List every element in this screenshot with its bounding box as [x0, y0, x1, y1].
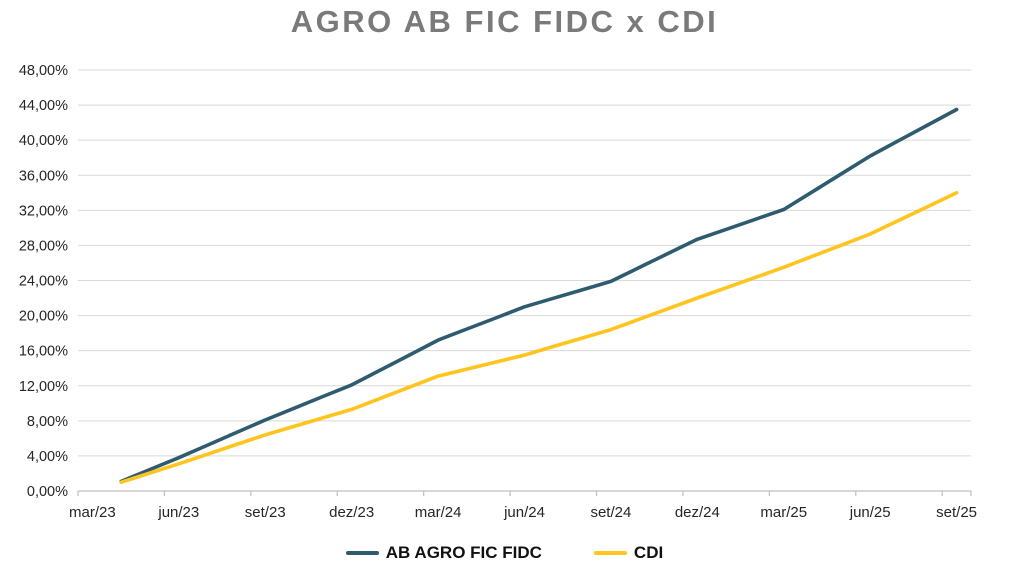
y-tick-label: 36,00% [19, 168, 68, 184]
x-tick-label: jun/25 [849, 504, 891, 521]
y-tick-label: 12,00% [19, 379, 68, 395]
legend-swatch-ab-agro [345, 551, 379, 555]
x-axis [77, 490, 972, 496]
x-tick-label: jun/23 [157, 504, 199, 521]
x-tick-label: set/23 [245, 504, 286, 521]
y-tick-label: 8,00% [27, 414, 68, 430]
legend-item-ab-agro: AB AGRO FIC FIDC [345, 543, 542, 563]
y-tick-label: 48,00% [19, 63, 68, 79]
chart-title: AGRO AB FIC FIDC x CDI [290, 4, 719, 39]
y-tick-label: 4,00% [27, 449, 68, 465]
series-line-cdi [119, 191, 959, 485]
y-tick-label: 40,00% [19, 133, 68, 149]
legend-item-cdi: CDI [593, 543, 664, 563]
legend-label-cdi: CDI [633, 543, 664, 562]
x-tick-label: mar/25 [760, 504, 807, 521]
y-tick-label: 0,00% [27, 484, 68, 500]
legend-label-ab-agro: AB AGRO FIC FIDC [385, 543, 542, 562]
y-tick-label: 24,00% [19, 274, 68, 290]
legend-swatch-cdi [593, 551, 627, 555]
legend: AB AGRO FIC FIDC CDI [0, 543, 1009, 563]
x-tick-label: mar/23 [69, 504, 116, 521]
y-tick-label: 32,00% [19, 203, 68, 219]
y-tick-label: 44,00% [19, 98, 68, 114]
y-tick-label: 28,00% [19, 238, 68, 254]
x-tick-label: dez/24 [675, 504, 720, 521]
x-tick-label: dez/23 [329, 504, 374, 521]
x-tick-label: set/24 [590, 504, 631, 521]
x-tick-label: set/25 [936, 504, 977, 521]
gridlines [78, 69, 971, 457]
series-line-ab-agro [119, 107, 959, 484]
y-tick-label: 20,00% [19, 309, 68, 325]
x-tick-label: mar/24 [415, 504, 462, 521]
y-axis-labels: 0,00% 4,00% 8,00% 12,00% 16,00% 20,00% 24,00% 2… [19, 63, 68, 500]
x-tick-label: jun/24 [503, 504, 545, 521]
y-tick-label: 16,00% [19, 344, 68, 360]
x-axis-labels: mar/23 jun/23 set/23 dez/23 mar/24 jun/24 set/… [69, 504, 977, 521]
